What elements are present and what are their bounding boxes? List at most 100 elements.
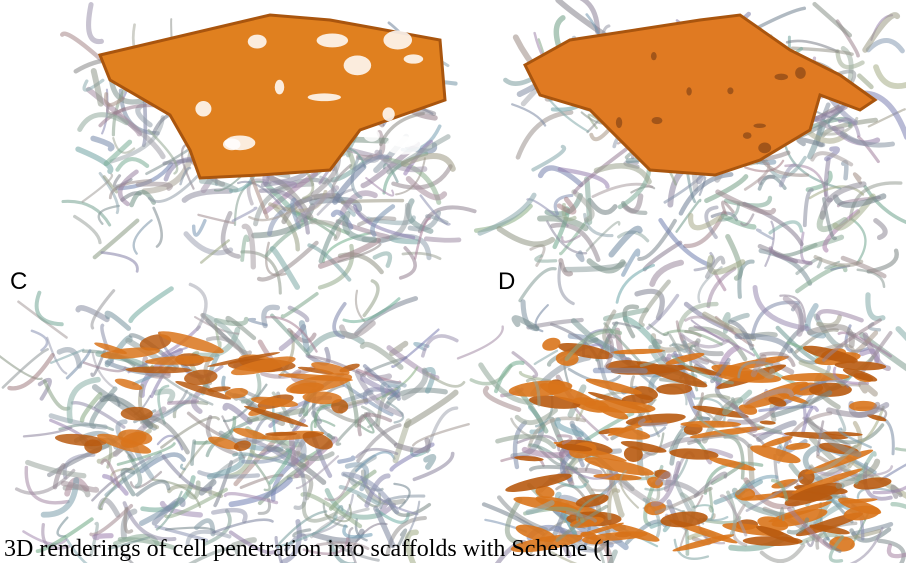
pore bbox=[651, 52, 657, 60]
fiber bbox=[244, 226, 253, 266]
fiber bbox=[407, 393, 456, 426]
fiber bbox=[732, 315, 747, 320]
fiber bbox=[497, 436, 554, 446]
fiber bbox=[404, 370, 425, 397]
fiber bbox=[37, 293, 62, 325]
pore bbox=[652, 117, 663, 124]
figure bbox=[0, 0, 906, 563]
fiber bbox=[712, 464, 743, 483]
pore bbox=[795, 67, 806, 79]
fiber bbox=[134, 220, 152, 253]
fiber bbox=[812, 153, 851, 164]
fiber bbox=[865, 187, 906, 228]
page: {"panels": [{"label": "C"}, {"label": "D… bbox=[0, 0, 906, 563]
fiber bbox=[859, 76, 871, 87]
fiber bbox=[426, 239, 459, 241]
fiber bbox=[861, 384, 875, 394]
fiber bbox=[45, 381, 69, 409]
fiber bbox=[93, 138, 112, 148]
fiber bbox=[154, 208, 162, 247]
pore bbox=[364, 129, 380, 142]
fiber bbox=[842, 134, 892, 145]
fiber bbox=[118, 159, 148, 170]
panel-label: D bbox=[498, 268, 515, 296]
fiber bbox=[805, 190, 812, 225]
fiber bbox=[242, 237, 248, 260]
fiber bbox=[184, 191, 230, 200]
fiber bbox=[578, 252, 583, 260]
pore bbox=[404, 54, 424, 63]
fiber bbox=[815, 4, 850, 35]
fiber bbox=[562, 236, 579, 242]
pore bbox=[317, 33, 348, 47]
fiber bbox=[879, 417, 894, 454]
fiber bbox=[536, 256, 556, 261]
fiber bbox=[78, 149, 111, 171]
fiber bbox=[739, 262, 752, 297]
fiber bbox=[426, 457, 433, 467]
fiber bbox=[63, 201, 110, 225]
pore bbox=[382, 107, 394, 121]
fiber bbox=[514, 318, 536, 328]
fiber bbox=[868, 295, 883, 319]
fiber bbox=[520, 269, 555, 301]
pore bbox=[308, 93, 341, 101]
pore bbox=[753, 123, 765, 128]
fiber bbox=[843, 162, 846, 178]
fiber bbox=[28, 462, 84, 475]
pore bbox=[385, 136, 420, 154]
cell bbox=[541, 336, 562, 353]
fiber bbox=[876, 221, 885, 238]
pore bbox=[344, 56, 372, 76]
fiber bbox=[896, 417, 906, 450]
fiber bbox=[499, 229, 552, 244]
fiber bbox=[639, 221, 675, 259]
fiber bbox=[403, 253, 440, 258]
fiber bbox=[0, 344, 42, 379]
panel-label: C bbox=[10, 268, 27, 296]
fiber bbox=[92, 291, 114, 328]
pore bbox=[727, 87, 733, 94]
fiber bbox=[32, 331, 47, 350]
fiber bbox=[737, 336, 790, 351]
fiber bbox=[559, 199, 574, 212]
fiber bbox=[94, 71, 101, 104]
fiber bbox=[58, 518, 68, 537]
fiber bbox=[75, 217, 100, 243]
fiber bbox=[107, 313, 129, 328]
fiber bbox=[765, 222, 774, 266]
fiber bbox=[339, 458, 353, 462]
fiber bbox=[364, 281, 378, 315]
fiber bbox=[181, 465, 184, 469]
fiber bbox=[617, 265, 654, 302]
fiber bbox=[710, 488, 712, 511]
fiber bbox=[480, 195, 534, 233]
fiber bbox=[750, 446, 752, 482]
pore bbox=[225, 135, 256, 150]
fiber bbox=[741, 215, 753, 226]
pore bbox=[616, 117, 622, 128]
fiber bbox=[78, 308, 107, 320]
cell bbox=[121, 407, 153, 421]
cell bbox=[114, 376, 144, 392]
fiber bbox=[898, 329, 906, 364]
fiber bbox=[137, 481, 168, 494]
fiber bbox=[413, 424, 469, 445]
fiber bbox=[881, 454, 906, 480]
fiber bbox=[797, 266, 845, 291]
fiber bbox=[876, 67, 906, 86]
pore bbox=[775, 74, 788, 81]
fiber bbox=[852, 219, 865, 263]
pore bbox=[275, 80, 285, 95]
fiber bbox=[131, 289, 172, 321]
pore bbox=[195, 101, 211, 116]
caption: 3D renderings of cell penetration into s… bbox=[4, 536, 613, 563]
fiber bbox=[194, 221, 205, 235]
fiber bbox=[855, 174, 861, 183]
fiber bbox=[892, 504, 906, 535]
pore bbox=[686, 87, 691, 95]
pore bbox=[248, 35, 267, 49]
fiber bbox=[458, 327, 503, 359]
fiber bbox=[192, 441, 194, 464]
cell-layer bbox=[525, 15, 875, 175]
